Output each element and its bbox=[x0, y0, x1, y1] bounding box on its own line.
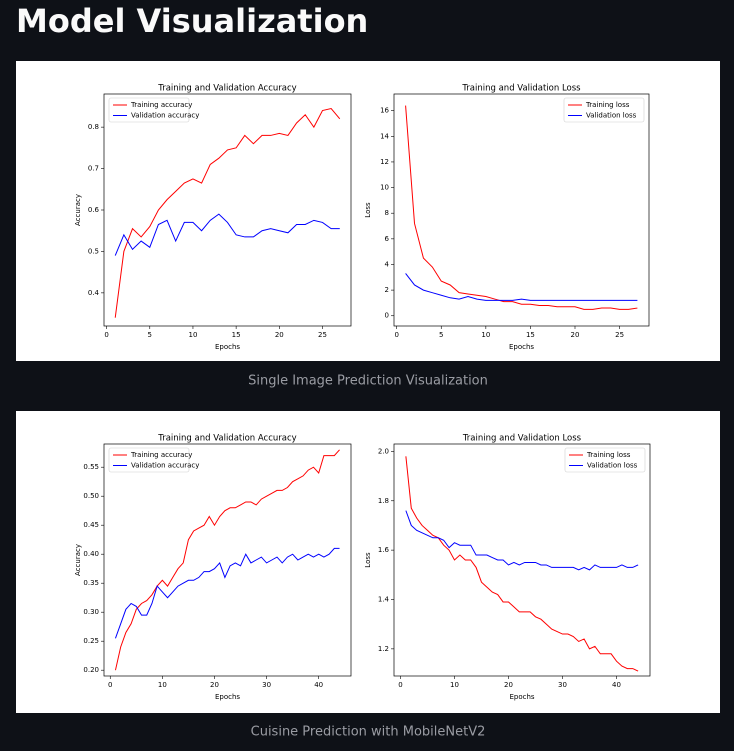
legend-label: Validation accuracy bbox=[131, 462, 199, 470]
x-tick-label: 10 bbox=[158, 681, 167, 689]
y-tick-label: 4 bbox=[385, 260, 390, 268]
x-tick-label: 5 bbox=[148, 331, 152, 339]
data-line bbox=[114, 213, 340, 256]
plot-frame bbox=[393, 93, 650, 327]
legend-label: Validation loss bbox=[586, 112, 637, 120]
legend-label: Training loss bbox=[585, 101, 630, 109]
legend-label: Validation accuracy bbox=[131, 112, 199, 120]
legend-box bbox=[108, 447, 190, 473]
chart-title: Training and Validation Accuracy bbox=[157, 434, 296, 444]
image-caption: Single Image Prediction Visualization bbox=[248, 374, 488, 389]
x-tick-label: 0 bbox=[108, 681, 112, 689]
y-tick-label: 1.8 bbox=[378, 497, 389, 505]
y-tick-label: 12 bbox=[380, 158, 389, 166]
x-axis-label: Epochs bbox=[509, 693, 534, 701]
x-tick-label: 40 bbox=[612, 681, 621, 689]
chart-title: Training and Validation Loss bbox=[461, 84, 581, 94]
y-tick-label: 0.7 bbox=[88, 165, 99, 173]
plot-frame bbox=[103, 93, 352, 327]
data-line bbox=[405, 105, 638, 310]
y-tick-label: 0.35 bbox=[83, 579, 99, 587]
y-axis-label: Loss bbox=[364, 202, 372, 218]
data-line bbox=[114, 547, 340, 639]
x-tick-label: 5 bbox=[439, 331, 443, 339]
y-tick-label: 8 bbox=[385, 209, 389, 217]
data-line bbox=[114, 449, 340, 671]
x-axis-label: Epochs bbox=[215, 343, 240, 351]
y-tick-label: 0.40 bbox=[83, 550, 99, 558]
y-tick-label: 0.55 bbox=[83, 463, 99, 471]
y-tick-label: 1.4 bbox=[378, 595, 390, 603]
x-tick-label: 20 bbox=[210, 681, 219, 689]
legend-label: Validation loss bbox=[587, 462, 638, 470]
y-tick-label: 2 bbox=[385, 286, 389, 294]
legend-box bbox=[108, 97, 190, 123]
x-tick-label: 20 bbox=[571, 331, 580, 339]
y-tick-label: 2.0 bbox=[378, 447, 389, 455]
x-tick-label: 10 bbox=[450, 681, 459, 689]
y-tick-label: 0.25 bbox=[83, 637, 99, 645]
data-line bbox=[405, 273, 638, 301]
x-tick-label: 20 bbox=[275, 331, 284, 339]
y-tick-label: 1.2 bbox=[378, 645, 389, 653]
y-tick-label: 0 bbox=[385, 312, 389, 320]
data-line bbox=[114, 107, 341, 318]
x-tick-label: 0 bbox=[398, 681, 402, 689]
plot-frame bbox=[103, 443, 352, 677]
data-line bbox=[405, 510, 639, 571]
y-axis-label: Loss bbox=[364, 552, 372, 568]
page-title: Model Visualization bbox=[16, 2, 368, 40]
chart-title: Training and Validation Accuracy bbox=[157, 84, 296, 94]
x-tick-label: 10 bbox=[481, 331, 490, 339]
legend-label: Training accuracy bbox=[130, 101, 192, 109]
y-tick-label: 0.6 bbox=[88, 206, 100, 214]
y-tick-label: 0.4 bbox=[88, 289, 100, 297]
chart-title: Training and Validation Loss bbox=[462, 434, 582, 444]
data-line bbox=[405, 456, 639, 672]
x-tick-label: 15 bbox=[526, 331, 535, 339]
y-tick-label: 0.30 bbox=[83, 608, 99, 616]
y-tick-label: 10 bbox=[380, 184, 389, 192]
legend-box bbox=[564, 447, 646, 473]
x-tick-label: 10 bbox=[188, 331, 197, 339]
x-tick-label: 40 bbox=[314, 681, 323, 689]
y-tick-label: 0.8 bbox=[88, 123, 99, 131]
x-tick-label: 30 bbox=[558, 681, 567, 689]
y-tick-label: 6 bbox=[385, 235, 390, 243]
x-tick-label: 30 bbox=[262, 681, 271, 689]
x-tick-label: 0 bbox=[104, 331, 108, 339]
y-tick-label: 0.45 bbox=[83, 521, 99, 529]
y-tick-label: 16 bbox=[380, 107, 389, 115]
legend-label: Training accuracy bbox=[130, 451, 192, 459]
x-axis-label: Epochs bbox=[215, 693, 240, 701]
y-tick-label: 0.20 bbox=[83, 666, 99, 674]
x-tick-label: 20 bbox=[504, 681, 513, 689]
legend-label: Training loss bbox=[586, 451, 631, 459]
x-axis-label: Epochs bbox=[509, 343, 534, 351]
image-caption: Cuisine Prediction with MobileNetV2 bbox=[251, 725, 486, 740]
y-axis-label: Accuracy bbox=[74, 194, 82, 226]
y-tick-label: 0.50 bbox=[83, 492, 99, 500]
x-tick-label: 15 bbox=[232, 331, 241, 339]
legend-box bbox=[563, 97, 645, 123]
y-tick-label: 14 bbox=[380, 132, 389, 140]
plot-frame bbox=[393, 443, 651, 677]
y-tick-label: 1.6 bbox=[378, 546, 390, 554]
x-tick-label: 25 bbox=[318, 331, 327, 339]
y-axis-label: Accuracy bbox=[74, 544, 82, 576]
x-tick-label: 0 bbox=[394, 331, 398, 339]
y-tick-label: 0.5 bbox=[88, 247, 99, 255]
x-tick-label: 25 bbox=[615, 331, 624, 339]
